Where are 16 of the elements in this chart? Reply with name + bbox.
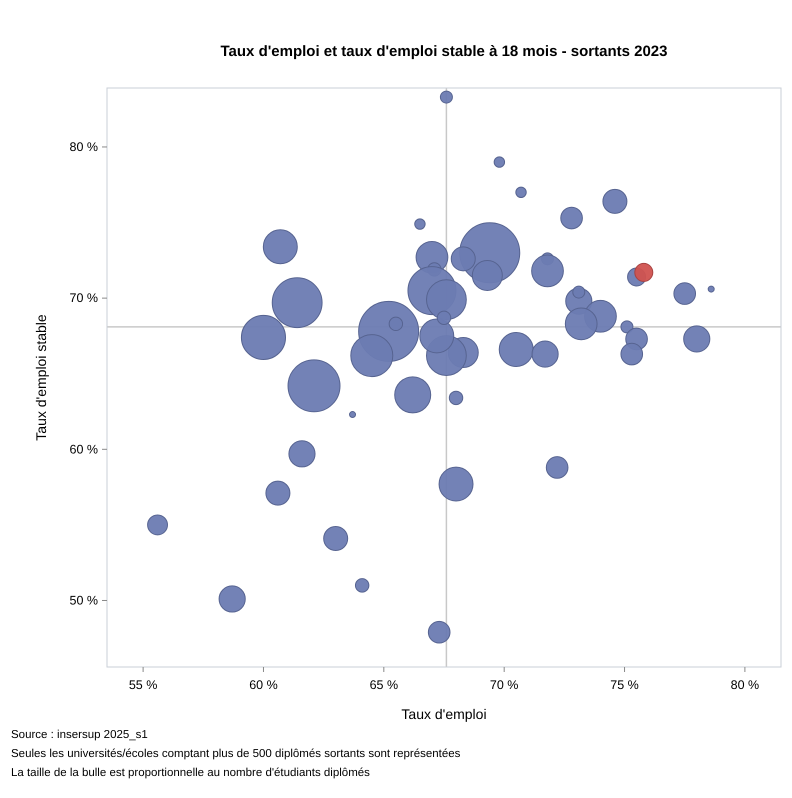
x-axis-title: Taux d'emploi	[401, 706, 487, 722]
text: La taille de la bulle est proportionnelle au nombre d'étudiants diplômés	[11, 767, 370, 779]
x-tick-label: 65 %	[370, 678, 398, 692]
y-tick-label: 80 %	[70, 140, 98, 154]
y-tick-label: 60 %	[70, 442, 98, 456]
y-tick-label: 50 %	[70, 593, 98, 608]
x-tick-label: 70 %	[490, 678, 518, 692]
x-tick-label: 80 %	[730, 678, 760, 692]
chart-title: Taux d'emploi et taux d'emploi stable à 18 mois - sortants 2023	[220, 43, 668, 60]
x-tick-label: 55 %	[128, 678, 158, 692]
source-note: Source : insersup 2025_s1	[11, 729, 148, 741]
x-tick-label: 75 %	[610, 678, 639, 692]
y-tick-label: 70 %	[70, 291, 98, 306]
x-tick-label: 60 %	[249, 678, 278, 692]
text: Seules les universités/écoles comptant plus de 500 diplômés sortants sont représentées	[11, 748, 461, 760]
y-axis-title: Taux d'emploi stable	[33, 314, 49, 441]
